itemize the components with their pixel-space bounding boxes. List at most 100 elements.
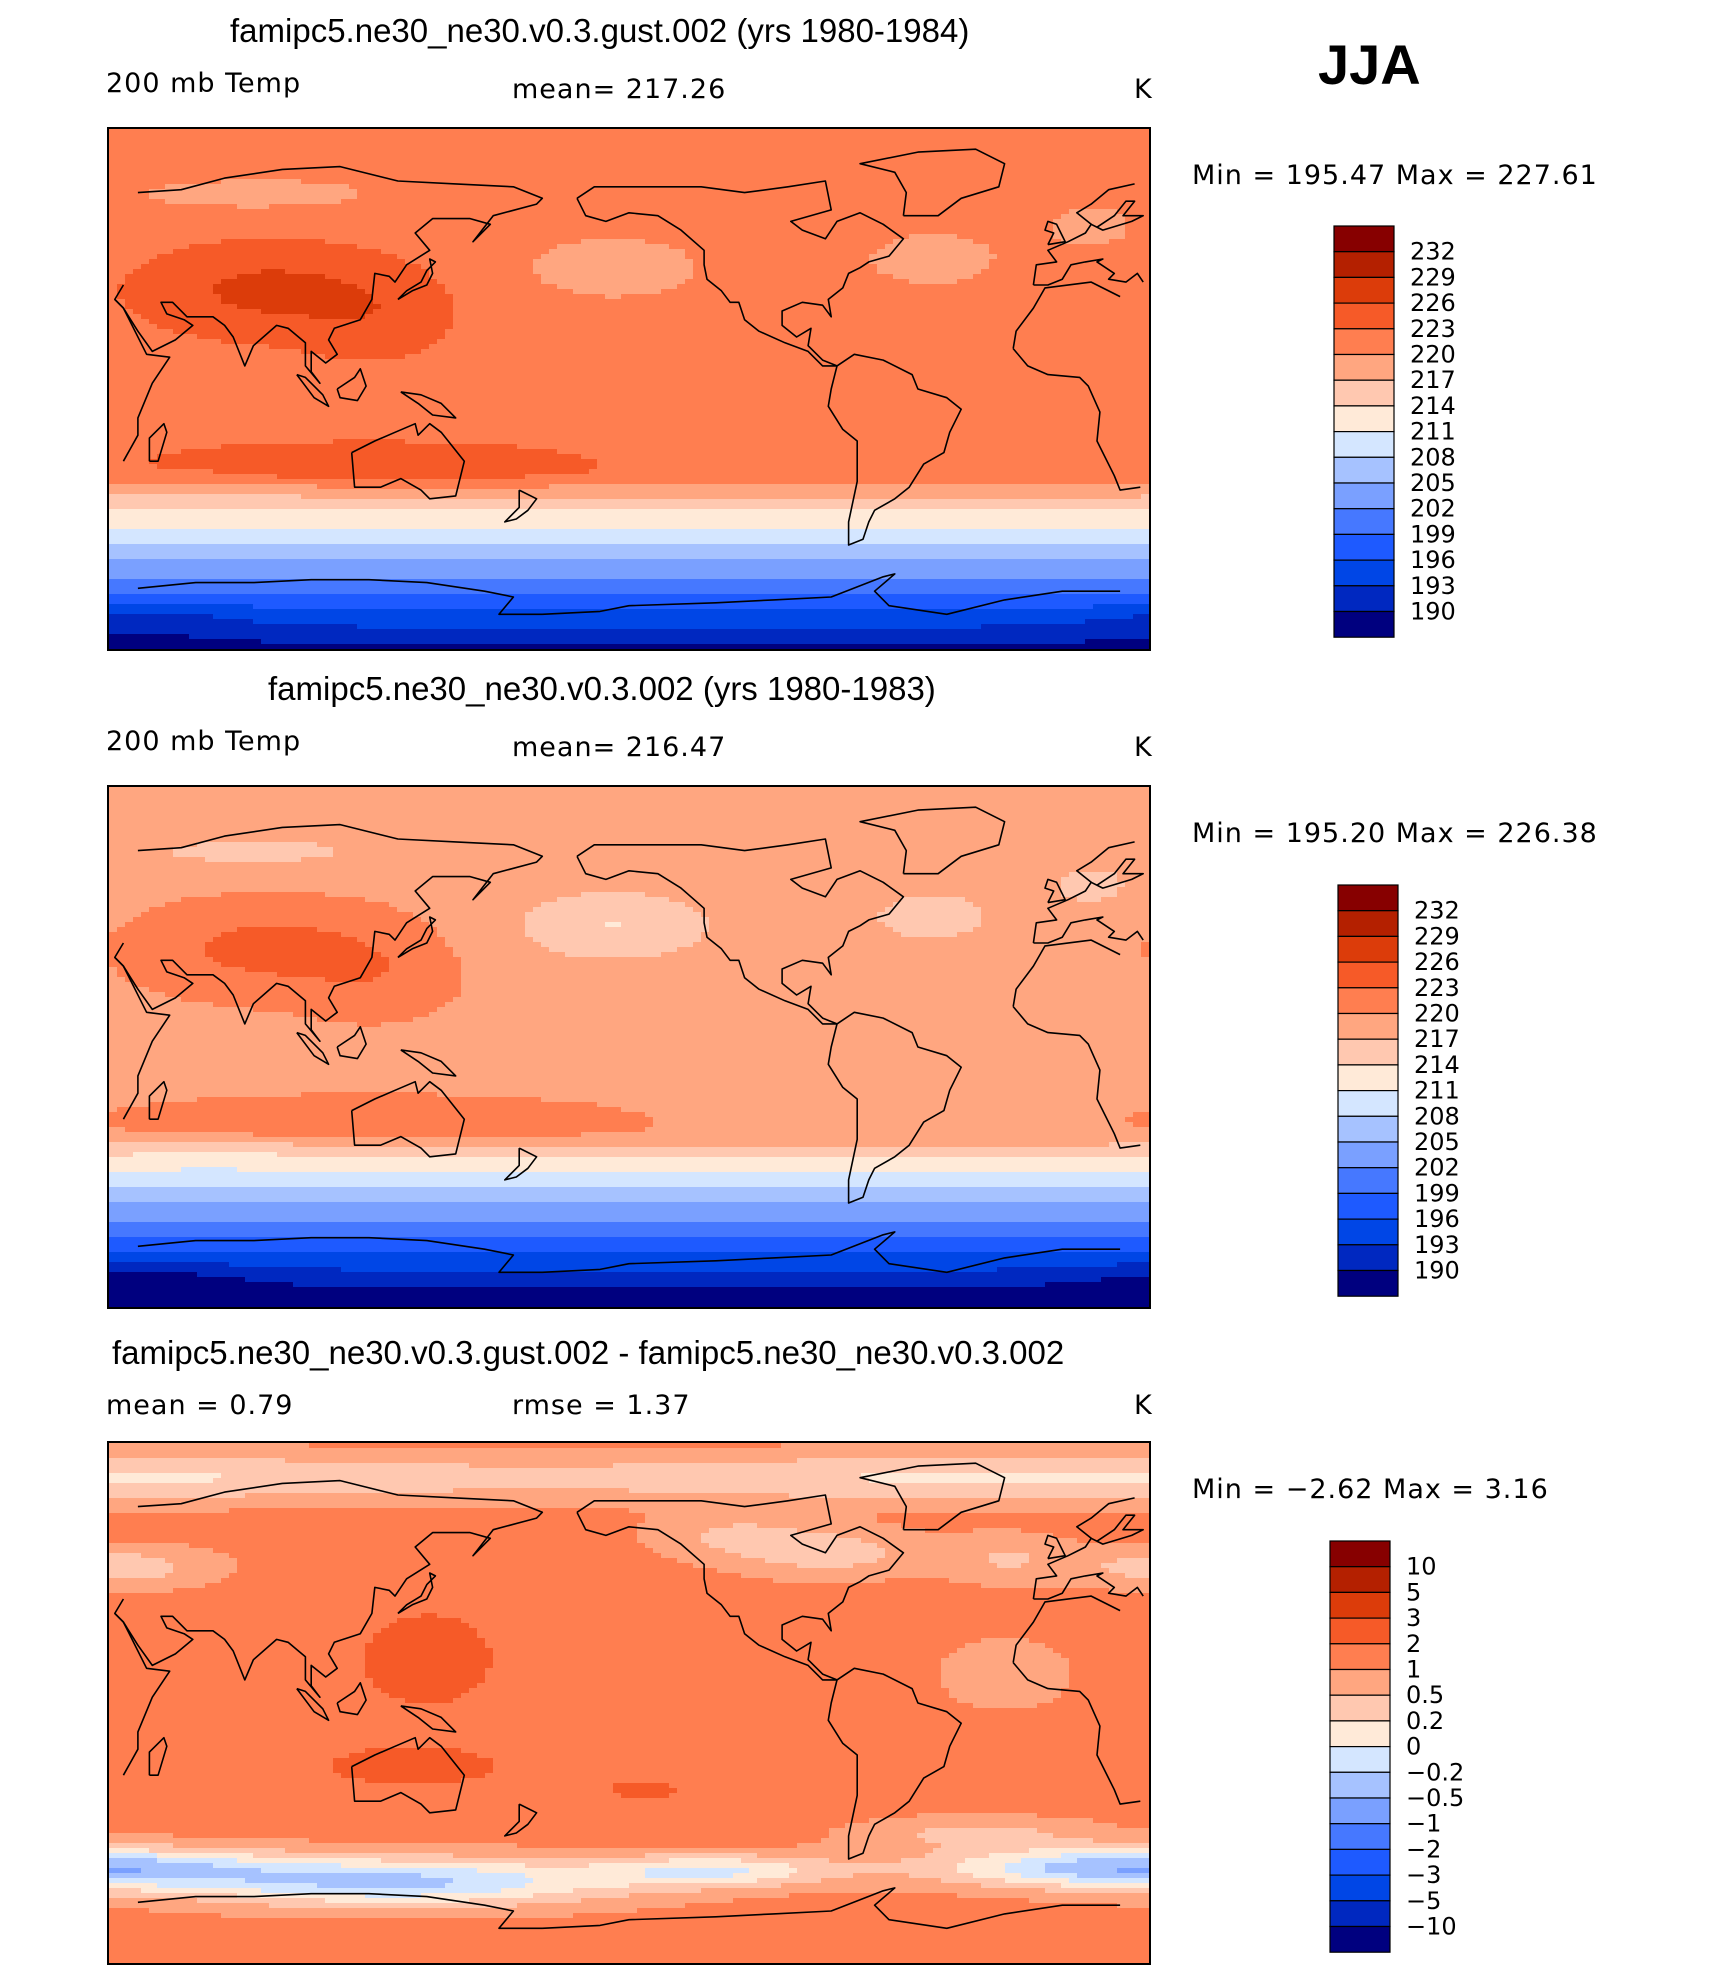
contour-cell [1005,1878,1070,1884]
contour-cell [109,1903,270,1909]
contour-cell [109,1247,1149,1253]
coastline [1044,878,1066,904]
contour-cell [421,1873,526,1879]
contour-cell [701,912,878,918]
contour-cell [293,1282,1046,1288]
contour-cell [149,1102,598,1108]
contour-cell [981,624,1149,630]
contour-cell [453,952,566,958]
contour-cell [109,1758,334,1764]
contour-cell [909,1873,974,1879]
contour-cell [1117,892,1149,898]
contour-cell [109,1813,918,1819]
panel1-contour-fill [109,129,1149,649]
contour-cell [1109,1142,1149,1148]
contour-cell [453,299,1149,305]
contour-cell [325,892,582,898]
contour-cell [109,144,1149,150]
contour-cell [109,1673,366,1679]
contour-cell [373,1683,478,1689]
contour-cell [877,1543,1149,1549]
panel2-variable: 200 mb Temp [106,726,302,757]
contour-cell [525,927,710,933]
contour-cell [429,269,534,275]
colorbar-label: 205 [1414,1128,1460,1156]
contour-cell [197,1272,1149,1278]
contour-cell [605,294,622,300]
contour-cell [109,1518,646,1524]
contour-cell [109,644,1149,649]
contour-cell [109,289,118,295]
colorbar-label: 193 [1410,572,1456,600]
contour-cell [109,1523,638,1529]
contour-cell [157,1858,238,1864]
contour-cell [981,269,1149,275]
contour-cell [701,937,1149,943]
contour-cell [221,239,326,245]
panel1-title: famipc5.ne30_ne30.v0.3.gust.002 (yrs 198… [230,12,970,49]
contour-cell [109,1918,1149,1924]
contour-cell [1029,1558,1118,1564]
contour-cell [533,264,694,270]
contour-cell [109,1588,174,1594]
contour-cell [957,279,1149,285]
contour-cell [469,1898,582,1904]
contour-cell [413,1017,1149,1023]
contour-cell [621,1793,670,1799]
contour-cell [109,374,1149,380]
contour-cell [485,1638,982,1644]
contour-cell [109,1838,310,1844]
colorbar-label: 0 [1406,1733,1421,1761]
coastline [859,1462,1006,1531]
contour-cell [109,484,318,490]
contour-cell [261,269,286,275]
contour-cell [477,1753,1149,1759]
contour-cell [381,1022,1149,1028]
contour-cell [325,977,374,983]
contour-cell [405,354,1149,360]
contour-cell [109,1693,390,1699]
contour-cell [109,1563,174,1569]
contour-cell [109,174,1149,180]
coastline [1090,200,1144,231]
contour-cell [461,992,1149,998]
contour-cell [109,1092,302,1098]
contour-cell [109,1483,1149,1489]
contour-cell [341,1863,526,1869]
contour-cell [1101,1563,1149,1569]
coastline [400,391,457,419]
contour-cell [925,1528,974,1534]
contour-cell [109,852,174,858]
contour-cell [141,912,414,918]
contour-cell [701,1533,838,1539]
contour-cell [1117,872,1149,878]
panel3-mean: mean = 0.79 [106,1390,294,1421]
contour-cell [461,1748,1149,1754]
contour-cell [389,1693,462,1699]
contour-cell [109,1252,1149,1258]
contour-cell [1133,1122,1149,1128]
colorbar-swatch [1337,1167,1399,1195]
panel2-title: famipc5.ne30_ne30.v0.3.002 (yrs 1980-198… [268,670,936,707]
contour-cell [637,1533,702,1539]
contour-cell [445,289,574,295]
contour-cell [109,1297,1149,1303]
contour-cell [109,379,1149,385]
contour-cell [1117,1558,1149,1564]
contour-cell [373,1678,486,1684]
contour-cell [109,1703,974,1709]
contour-cell [109,559,1149,565]
coastline [114,165,1144,384]
contour-cell [997,254,1149,260]
contour-cell [437,932,526,938]
contour-cell [989,1553,1030,1559]
contour-cell [453,1853,646,1859]
contour-cell [789,1893,958,1899]
contour-cell [133,269,262,275]
contour-cell [229,1508,630,1514]
contour-cell [605,922,622,928]
contour-cell [325,354,406,360]
contour-cell [1125,1117,1149,1123]
contour-cell [901,1858,966,1864]
colorbar-swatch [1329,1668,1391,1696]
